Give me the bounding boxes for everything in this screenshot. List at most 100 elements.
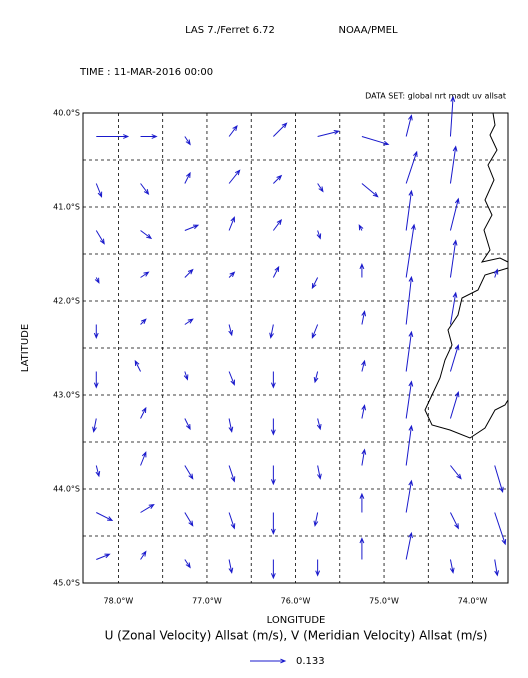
vector	[94, 277, 100, 284]
vector	[315, 559, 321, 577]
x-tick-label: 75.0°W	[369, 597, 399, 606]
vector	[184, 136, 191, 146]
vector	[273, 122, 288, 137]
vector	[361, 359, 366, 372]
y-axis-label: LATITUDE	[20, 324, 31, 372]
vector	[405, 114, 413, 137]
vector	[140, 503, 155, 513]
header-right: NOAA/PMEL	[338, 25, 397, 36]
vector	[449, 291, 458, 325]
vector	[95, 183, 103, 198]
y-tick-label: 41.0°S	[53, 203, 80, 212]
vector	[449, 390, 460, 419]
reference-label: 0.133	[296, 656, 325, 667]
vector	[494, 512, 507, 546]
vector	[140, 230, 153, 240]
vector	[317, 183, 324, 193]
vector	[140, 134, 158, 139]
vector	[359, 492, 365, 513]
vector	[270, 371, 276, 389]
vector	[96, 134, 130, 139]
x-tick-label: 78.0°W	[104, 597, 134, 606]
y-tick-label: 40.0°S	[53, 109, 80, 118]
vector	[93, 324, 99, 339]
vector	[405, 380, 414, 419]
x-tick-label: 74.0°W	[458, 597, 488, 606]
vector	[272, 218, 283, 231]
vector	[449, 145, 458, 184]
vector	[313, 512, 319, 527]
vector	[140, 271, 150, 278]
y-tick-label: 44.0°S	[53, 485, 80, 494]
vector	[183, 371, 189, 381]
vector	[316, 418, 322, 431]
vector	[450, 512, 459, 530]
vector	[228, 124, 238, 137]
reference-vector	[250, 658, 287, 664]
vector	[361, 183, 379, 198]
coastline	[424, 112, 509, 439]
vector	[449, 239, 458, 278]
vector	[184, 559, 191, 569]
vector	[405, 330, 414, 372]
time-label: TIME : 11-MAR-2016 00:00	[79, 67, 213, 78]
vector	[228, 216, 235, 231]
vector	[361, 136, 390, 146]
vector	[449, 95, 456, 137]
vector	[95, 230, 105, 245]
vector	[449, 197, 460, 231]
vector	[313, 371, 319, 384]
vector	[184, 512, 194, 527]
vector	[405, 275, 414, 325]
vector	[270, 465, 276, 486]
vector	[449, 343, 460, 372]
vector	[228, 512, 236, 530]
vector	[311, 277, 319, 290]
vector	[361, 310, 367, 325]
vector	[228, 418, 234, 433]
vector	[494, 559, 500, 577]
y-tick-label: 43.0°S	[53, 391, 80, 400]
y-tick-label: 45.0°S	[53, 579, 80, 588]
vector	[184, 224, 200, 231]
header-left: LAS 7./Ferret 6.72	[185, 25, 275, 36]
vector	[228, 465, 236, 483]
vector	[269, 324, 274, 339]
vector	[361, 448, 367, 466]
dataset-label: DATA SET: global nrt madt uv allsat	[365, 92, 506, 101]
vector	[405, 150, 418, 184]
vector	[405, 223, 416, 278]
vector	[140, 183, 150, 196]
vector	[361, 404, 367, 419]
vector	[405, 189, 414, 231]
vector	[93, 371, 99, 389]
vector	[140, 550, 147, 560]
x-tick-label: 77.0°W	[192, 597, 222, 606]
vector	[359, 263, 365, 278]
vector	[184, 268, 194, 278]
vector	[184, 465, 194, 480]
vector	[405, 479, 414, 513]
x-tick-label: 76.0°W	[281, 597, 311, 606]
vector	[134, 359, 141, 372]
vector	[184, 171, 191, 184]
chart-title: U (Zonal Velocity) Allsat (m/s), V (Meri…	[105, 629, 488, 643]
vector	[317, 465, 322, 480]
vector	[270, 418, 276, 436]
vector	[316, 230, 322, 240]
vector	[184, 418, 191, 431]
vector	[184, 318, 194, 325]
vector	[228, 271, 236, 278]
vector	[228, 324, 233, 337]
vector	[450, 465, 462, 480]
vector	[311, 324, 319, 339]
vector	[92, 418, 97, 433]
vector	[270, 512, 276, 535]
vector	[317, 129, 340, 137]
vector	[95, 465, 101, 478]
vector	[494, 465, 504, 494]
vector	[449, 559, 455, 574]
vector	[272, 265, 280, 278]
x-axis-label: LONGITUDE	[267, 615, 326, 626]
vector	[358, 224, 364, 231]
